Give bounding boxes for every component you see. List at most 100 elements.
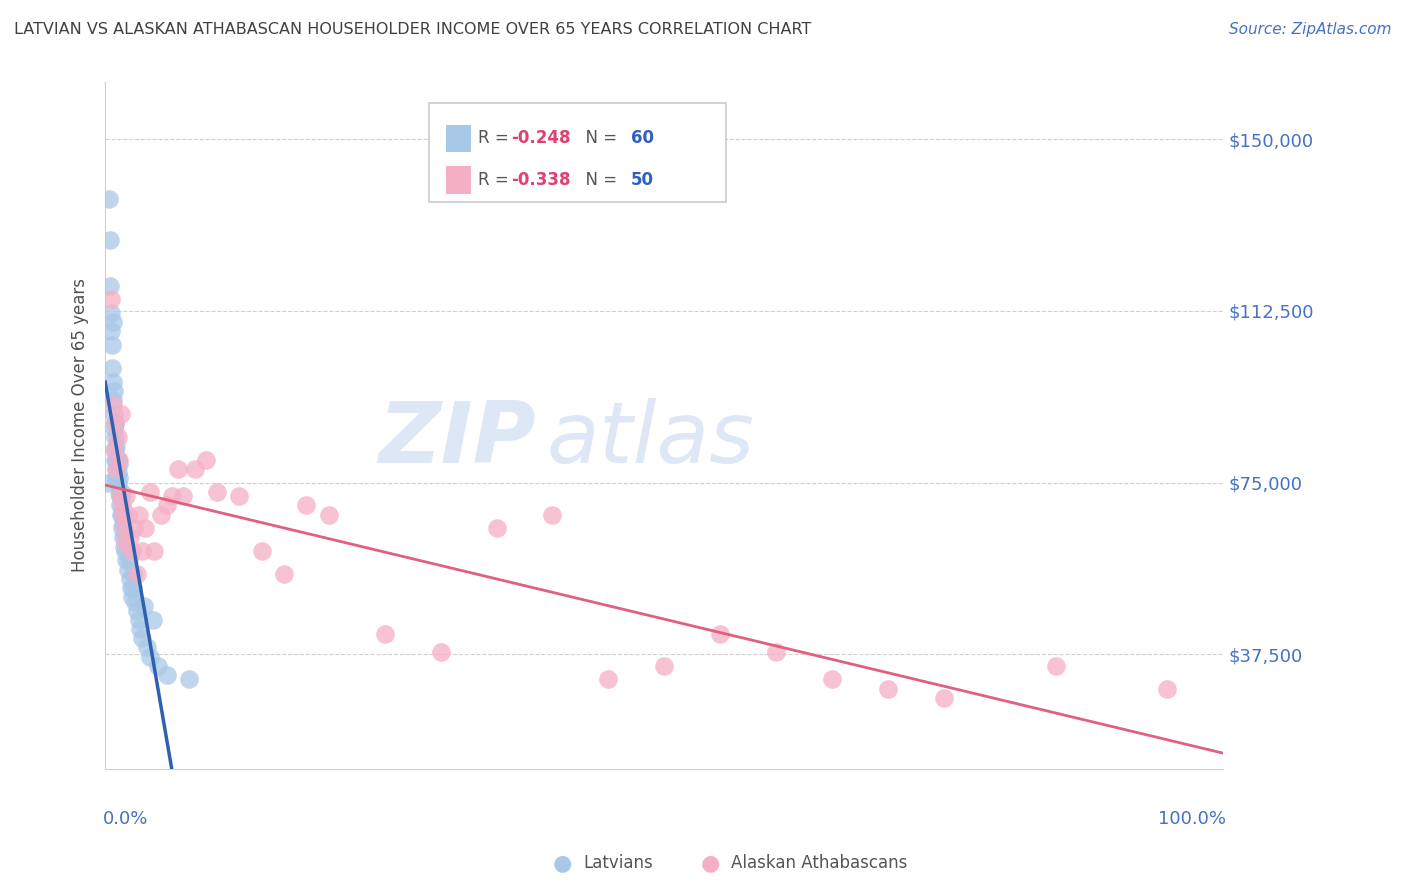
Point	[765, 645, 787, 659]
Point	[162, 489, 184, 503]
Point	[105, 462, 128, 476]
Point	[652, 658, 675, 673]
Point	[273, 567, 295, 582]
Point	[183, 462, 205, 476]
Point	[107, 475, 129, 490]
Point	[103, 443, 125, 458]
Point	[104, 443, 127, 458]
Point	[1156, 681, 1178, 696]
Point	[112, 531, 135, 545]
Point	[131, 544, 153, 558]
Point	[139, 484, 162, 499]
Point	[115, 489, 138, 503]
Text: Source: ZipAtlas.com: Source: ZipAtlas.com	[1229, 22, 1392, 37]
Bar	[446, 125, 471, 153]
Point	[98, 233, 121, 247]
Point	[112, 540, 135, 554]
Point	[131, 632, 153, 646]
Text: 100.0%: 100.0%	[1157, 810, 1226, 828]
Point	[112, 516, 135, 531]
Point	[105, 471, 128, 485]
Point	[156, 499, 179, 513]
Point	[101, 393, 124, 408]
Point	[101, 398, 124, 412]
Point	[128, 508, 150, 522]
Text: R =: R =	[478, 129, 513, 147]
Point	[101, 375, 124, 389]
Point	[118, 531, 141, 545]
Point	[107, 467, 129, 481]
Text: 0.0%: 0.0%	[103, 810, 149, 828]
Point	[96, 475, 118, 490]
Point	[110, 407, 132, 421]
Point	[709, 626, 731, 640]
Point	[250, 544, 273, 558]
Point	[121, 590, 143, 604]
Point	[205, 484, 228, 499]
Point	[1045, 658, 1067, 673]
FancyBboxPatch shape	[429, 103, 725, 202]
Point	[111, 508, 134, 522]
Point	[541, 508, 564, 522]
Point	[111, 521, 134, 535]
Point	[108, 499, 131, 513]
Text: ZIP: ZIP	[378, 398, 536, 481]
Point	[125, 567, 148, 582]
Point	[100, 293, 122, 307]
Point	[177, 673, 200, 687]
Point	[121, 544, 143, 558]
Point	[318, 508, 340, 522]
Point	[110, 484, 132, 499]
Point	[103, 384, 125, 398]
Text: Alaskan Athabascans: Alaskan Athabascans	[731, 855, 907, 872]
Point	[167, 462, 190, 476]
Point	[100, 306, 122, 320]
Text: ●: ●	[700, 854, 720, 873]
Point	[122, 581, 145, 595]
Text: N =: N =	[575, 171, 623, 189]
Point	[107, 430, 129, 444]
Point	[135, 640, 157, 655]
Y-axis label: Householder Income Over 65 years: Householder Income Over 65 years	[72, 278, 89, 573]
Point	[117, 508, 139, 522]
Point	[821, 673, 844, 687]
Point	[124, 594, 146, 608]
Point	[295, 499, 318, 513]
Point	[150, 508, 173, 522]
Point	[101, 338, 124, 352]
Point	[107, 471, 129, 485]
Point	[118, 572, 141, 586]
Point	[100, 325, 122, 339]
Point	[111, 489, 134, 503]
Point	[105, 439, 128, 453]
Point	[98, 278, 121, 293]
Point	[114, 535, 136, 549]
Point	[107, 452, 129, 467]
Point	[118, 553, 141, 567]
Text: -0.248: -0.248	[512, 129, 571, 147]
Text: R =: R =	[478, 171, 513, 189]
Point	[97, 192, 120, 206]
Point	[105, 452, 128, 467]
Point	[104, 416, 127, 430]
Point	[105, 462, 128, 476]
Point	[142, 613, 165, 627]
Point	[122, 567, 145, 582]
Point	[128, 622, 150, 636]
Point	[112, 508, 135, 522]
Point	[107, 457, 129, 471]
Point	[101, 361, 124, 376]
Point	[228, 489, 250, 503]
Point	[111, 499, 134, 513]
Point	[114, 544, 136, 558]
Text: 60: 60	[631, 129, 654, 147]
Point	[104, 452, 127, 467]
Point	[128, 613, 150, 627]
Point	[194, 452, 217, 467]
Point	[134, 599, 156, 614]
Point	[108, 489, 131, 503]
Text: atlas: atlas	[547, 398, 755, 481]
Point	[103, 407, 125, 421]
Point	[112, 521, 135, 535]
Point	[120, 581, 142, 595]
